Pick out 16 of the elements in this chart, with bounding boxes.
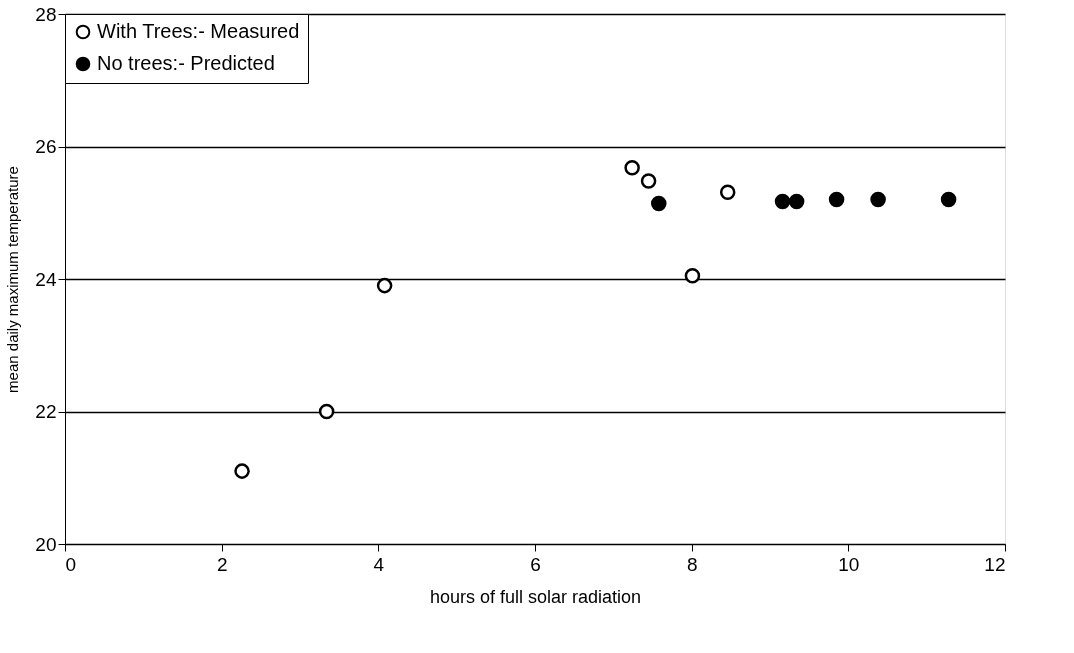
y-tick-label: 22 bbox=[35, 401, 57, 422]
x-tick-label: 12 bbox=[984, 553, 1006, 575]
y-axis-title: mean daily maximum temperature bbox=[4, 166, 22, 393]
x-tick-label: 2 bbox=[216, 553, 228, 575]
x-tick-label: 10 bbox=[838, 553, 860, 575]
y-tick-label: 20 bbox=[35, 533, 57, 555]
x-axis-title: hours of full solar radiation bbox=[429, 586, 642, 607]
legend-label: No trees:- Predicted bbox=[97, 52, 275, 74]
y-tick-label: 24 bbox=[35, 268, 57, 290]
x-tick-label: 6 bbox=[530, 553, 541, 575]
x-tick-label: 0 bbox=[65, 553, 77, 575]
legend-label: With Trees:- Measured bbox=[97, 20, 300, 42]
y-tick-label: 26 bbox=[35, 136, 57, 157]
y-tick-label: 28 bbox=[35, 3, 57, 25]
x-tick-label: 4 bbox=[373, 553, 385, 575]
x-tick-label: 8 bbox=[686, 553, 698, 575]
